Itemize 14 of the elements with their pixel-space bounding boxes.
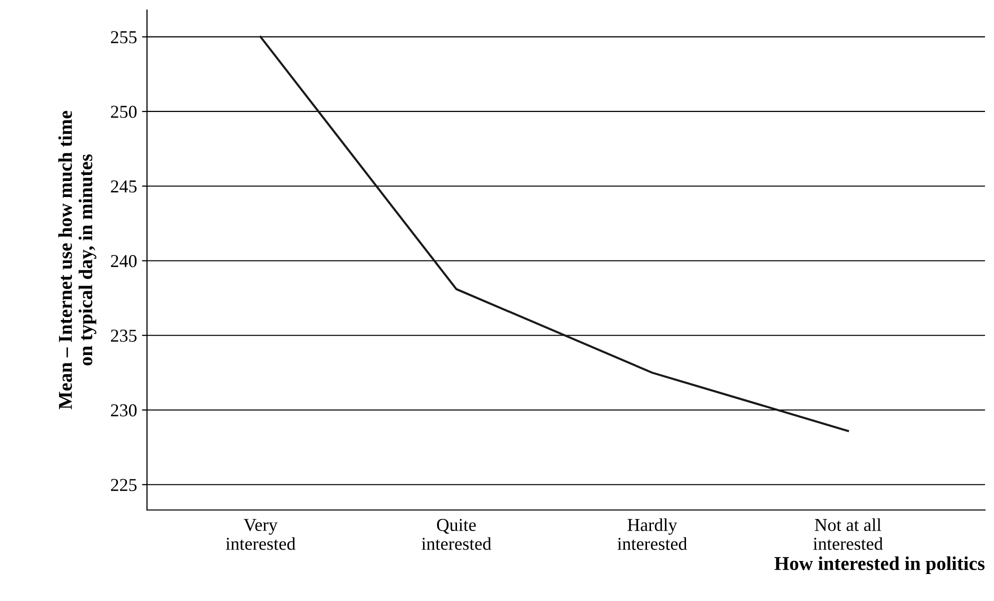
y-tick-label: 250	[110, 106, 137, 118]
x-tick-label: Hardly interested	[617, 518, 688, 550]
x-tick-label: Not at all interested	[813, 518, 883, 550]
y-tick-label: 245	[110, 180, 137, 193]
y-tick-label: 225	[110, 478, 137, 492]
y-tick-label: 255	[110, 31, 137, 44]
x-axis-title: How interested in politics	[774, 556, 985, 574]
y-axis-title: Mean – Internet use how much time on typical day, in minutes	[58, 110, 96, 410]
y-tick-label: 230	[110, 404, 137, 416]
line-series	[260, 36, 849, 432]
x-tick-label: Very interested	[226, 518, 296, 550]
x-tick-label: Quite interested	[422, 518, 492, 550]
y-tick-label: 235	[110, 330, 137, 342]
y-tick-label: 240	[110, 255, 137, 268]
